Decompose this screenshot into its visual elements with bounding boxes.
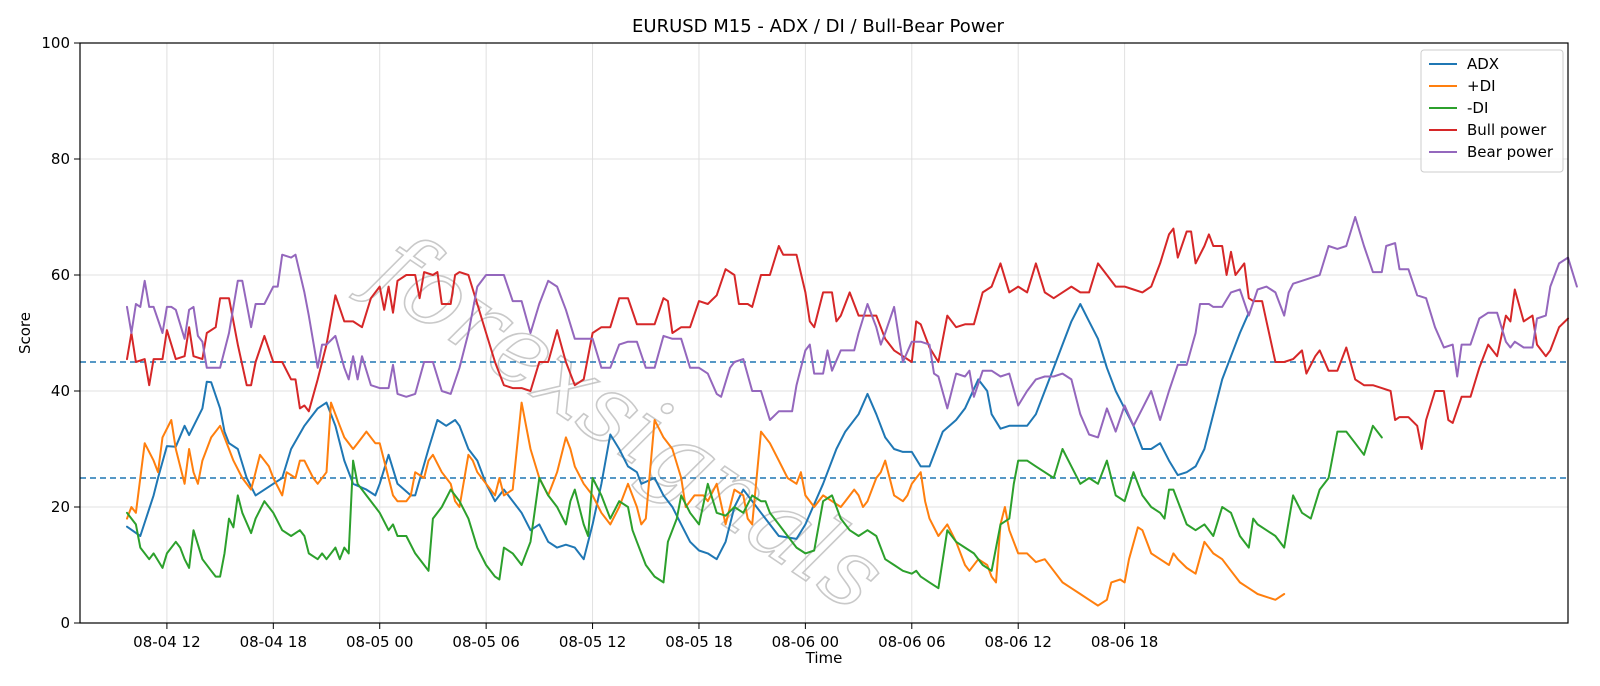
series-line-bear-power — [126, 216, 1578, 439]
x-tick-label: 08-06 06 — [878, 633, 945, 651]
legend-label: -DI — [1467, 99, 1488, 117]
x-tick-label: 08-06 12 — [984, 633, 1051, 651]
legend-label: Bull power — [1467, 121, 1547, 139]
series-line-adx — [126, 303, 1250, 561]
x-tick-label: 08-05 12 — [559, 633, 626, 651]
x-axis-label: Time — [805, 649, 843, 667]
x-tick-label: 08-05 18 — [665, 633, 732, 651]
y-tick-label: 100 — [41, 34, 70, 52]
series-line-bull-power — [126, 227, 1569, 450]
y-tick-label: 60 — [51, 266, 70, 284]
legend-label: ADX — [1467, 55, 1499, 73]
legend-label: Bear power — [1467, 143, 1554, 161]
x-tick-label: 08-04 12 — [133, 633, 200, 651]
x-tick-label: 08-05 00 — [346, 633, 413, 651]
legend: ADX +DI -DI Bull power Bear power — [1420, 49, 1564, 173]
y-axis-label: Score — [16, 312, 34, 354]
chart-title: EURUSD M15 - ADX / DI / Bull-Bear Power — [632, 16, 1005, 37]
y-tick-label: 80 — [51, 150, 70, 168]
y-axis: 0 20 40 60 80 100 — [41, 34, 80, 632]
reference-lines — [80, 361, 1568, 479]
y-tick-label: 20 — [51, 498, 70, 516]
legend-label: +DI — [1467, 77, 1496, 95]
x-tick-label: 08-04 18 — [240, 633, 307, 651]
series-group — [126, 216, 1578, 607]
x-axis: 08-04 12 08-04 18 08-05 00 08-05 06 08-05 12… — [133, 623, 1158, 651]
legend-box — [1420, 49, 1564, 173]
series-line-di — [126, 424, 1383, 590]
x-tick-label: 08-05 06 — [452, 633, 519, 651]
y-tick-label: 0 — [60, 614, 70, 632]
plot-frame — [79, 42, 1569, 624]
x-tick-label: 08-06 18 — [1091, 633, 1158, 651]
x-tick-label: 08-06 00 — [772, 633, 839, 651]
series-line-di — [126, 401, 1286, 607]
y-tick-label: 40 — [51, 382, 70, 400]
